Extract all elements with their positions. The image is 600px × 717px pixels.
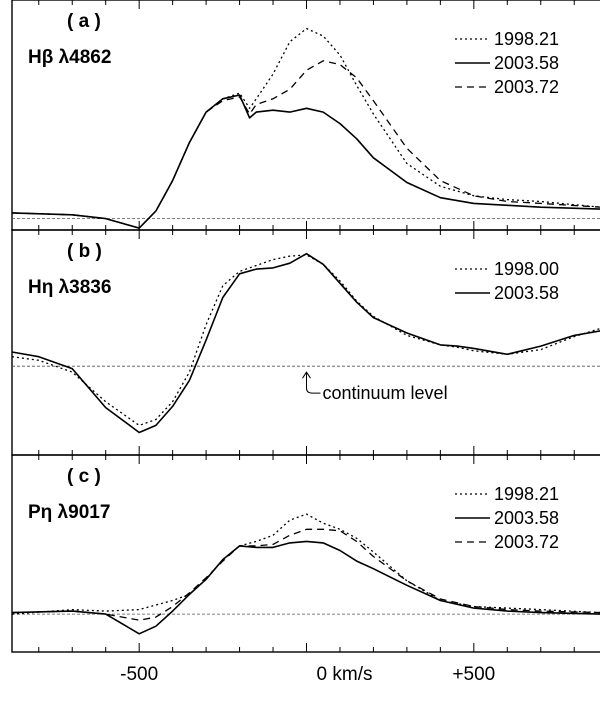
legend-entry: 2003.58: [494, 283, 559, 303]
series-line-1998-21: [11, 27, 600, 229]
series-line-2003-58: [11, 252, 600, 434]
panel-label: ( c ): [67, 466, 101, 487]
x-axis-label: 0 km/s: [317, 664, 373, 685]
legend-entry: 1998.00: [494, 259, 559, 279]
panel-c: ( c ) Pη λ9017 1998.21 2003.58 2003.72: [11, 454, 600, 653]
panel-b: ( b ) Hη λ3836 1998.00 2003.58 continuum lev…: [11, 229, 600, 456]
legend-entry: 1998.21: [494, 484, 559, 504]
panel-label: ( a ): [67, 11, 101, 32]
series-line-1998-00: [11, 254, 600, 427]
line-label: Pη λ9017: [28, 502, 110, 523]
legend-entry: 2003.72: [494, 532, 559, 552]
annotation-arrow: [306, 373, 321, 394]
series-line-2003-72: [11, 60, 600, 229]
series-line-2003-58: [11, 540, 600, 635]
panel-label: ( b ): [67, 241, 102, 262]
line-label: Hη λ3836: [28, 277, 111, 298]
x-axis: -500 0 km/s +500: [120, 664, 495, 685]
x-tick-label-plus500: +500: [452, 664, 495, 685]
annotation-continuum-level: continuum level: [323, 383, 448, 403]
legend-entry: 2003.72: [494, 77, 559, 97]
series-line-2003-72: [11, 528, 600, 621]
legend-entry: 2003.58: [494, 53, 559, 73]
panel-a: ( a ) Hβ λ4862 1998.21 2003.58 2003.72: [11, 0, 600, 231]
legend-entry: 1998.21: [494, 29, 559, 49]
x-tick-label-minus500: -500: [120, 664, 158, 685]
legend-entry: 2003.58: [494, 508, 559, 528]
line-label: Hβ λ4862: [28, 47, 111, 68]
panels-layer: ( a ) Hβ λ4862 1998.21 2003.58 2003.72 ( b ) H…: [11, 0, 600, 653]
series-line-2003-58: [11, 94, 600, 229]
annotation-arrowhead: [302, 371, 311, 379]
